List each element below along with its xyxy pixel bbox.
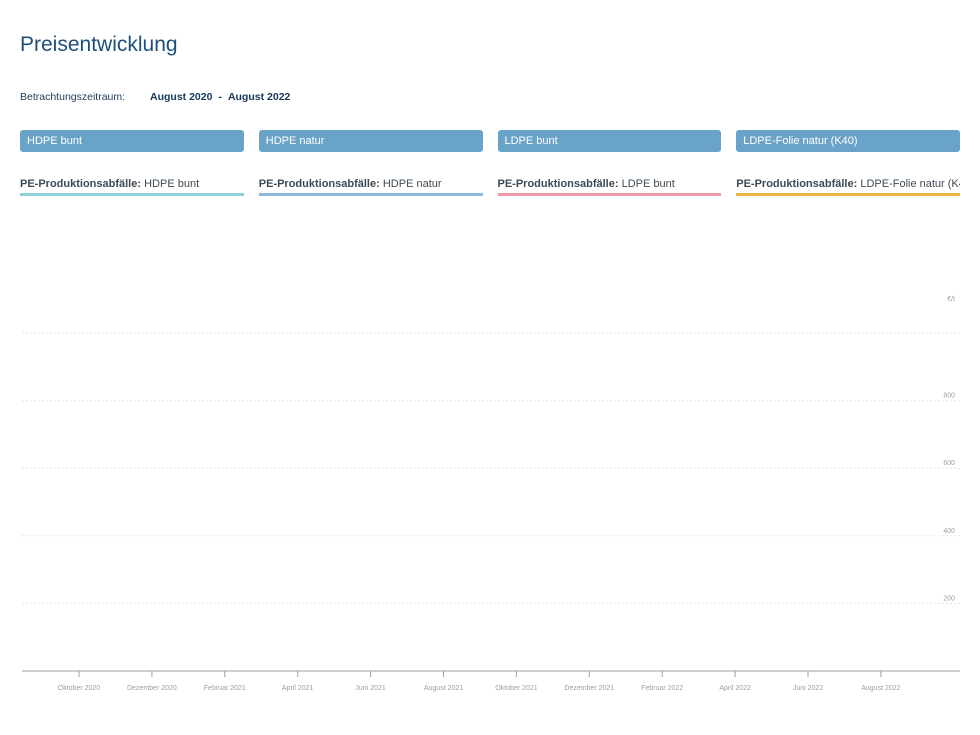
x-tick-label: August 2022 xyxy=(861,685,900,692)
x-tick-label: Juni 2022 xyxy=(793,685,823,692)
y-axis-unit-label: €/t xyxy=(947,296,955,303)
page-title: Preisentwicklung xyxy=(20,33,178,56)
tab-ldpe-folie-natur[interactable]: LDPE-Folie natur (K40) xyxy=(736,130,960,152)
period-row: Betrachtungszeitraum: August 2020 - Augu… xyxy=(20,91,290,103)
y-tick-label: 600 xyxy=(943,460,955,467)
legend-name: LDPE-Folie natur (K40) xyxy=(860,178,960,190)
x-tick-label: Februar 2021 xyxy=(204,685,246,692)
legend-prefix: PE-Produktionsabfälle: xyxy=(20,178,142,190)
legend-prefix: PE-Produktionsabfälle: xyxy=(258,178,380,190)
x-tick-label: Dezember 2021 xyxy=(564,685,614,692)
legend-item-hdpe-bunt[interactable]: PE-Produktionsabfälle: HDPE bunt xyxy=(20,178,244,196)
x-tick-label: August 2021 xyxy=(424,685,463,692)
legend-item-ldpe-folie-natur[interactable]: PE-Produktionsabfälle: LDPE-Folie natur … xyxy=(736,178,960,196)
tab-hdpe-bunt[interactable]: HDPE bunt xyxy=(20,130,244,152)
y-tick-label: 400 xyxy=(943,528,955,535)
legend-name: LDPE bunt xyxy=(621,178,675,190)
period-label: Betrachtungszeitraum: xyxy=(20,91,126,103)
period-to: August 2022 xyxy=(227,91,291,103)
x-tick-label: April 2021 xyxy=(282,685,314,692)
x-tick-label: April 2022 xyxy=(719,685,751,692)
material-tabs: HDPE bunt HDPE natur LDPE bunt LDPE-Foli… xyxy=(20,130,960,152)
x-tick-label: Februar 2022 xyxy=(641,685,683,692)
tab-hdpe-natur[interactable]: HDPE natur xyxy=(258,130,483,152)
legend-item-ldpe-bunt[interactable]: PE-Produktionsabfälle: LDPE bunt xyxy=(497,178,722,196)
legend-prefix: PE-Produktionsabfälle: xyxy=(497,178,619,190)
legend-item-hdpe-natur[interactable]: PE-Produktionsabfälle: HDPE natur xyxy=(258,178,483,196)
legend-prefix: PE-Produktionsabfälle: xyxy=(736,178,858,190)
period-separator: - xyxy=(218,91,222,103)
period-from: August 2020 xyxy=(150,91,213,103)
x-tick-label: Juni 2021 xyxy=(355,685,385,692)
y-tick-label: 800 xyxy=(943,393,955,400)
x-tick-label: Oktober 2020 xyxy=(58,685,101,692)
x-tick-label: Oktober 2021 xyxy=(495,685,538,692)
y-tick-label: 200 xyxy=(943,595,955,602)
tab-ldpe-bunt[interactable]: LDPE bunt xyxy=(497,130,722,152)
legend-name: HDPE natur xyxy=(382,178,442,190)
x-tick-label: Dezember 2020 xyxy=(127,685,177,692)
chart-legend: PE-Produktionsabfälle: HDPE bunt PE-Prod… xyxy=(20,178,960,196)
legend-name: HDPE bunt xyxy=(144,178,200,190)
